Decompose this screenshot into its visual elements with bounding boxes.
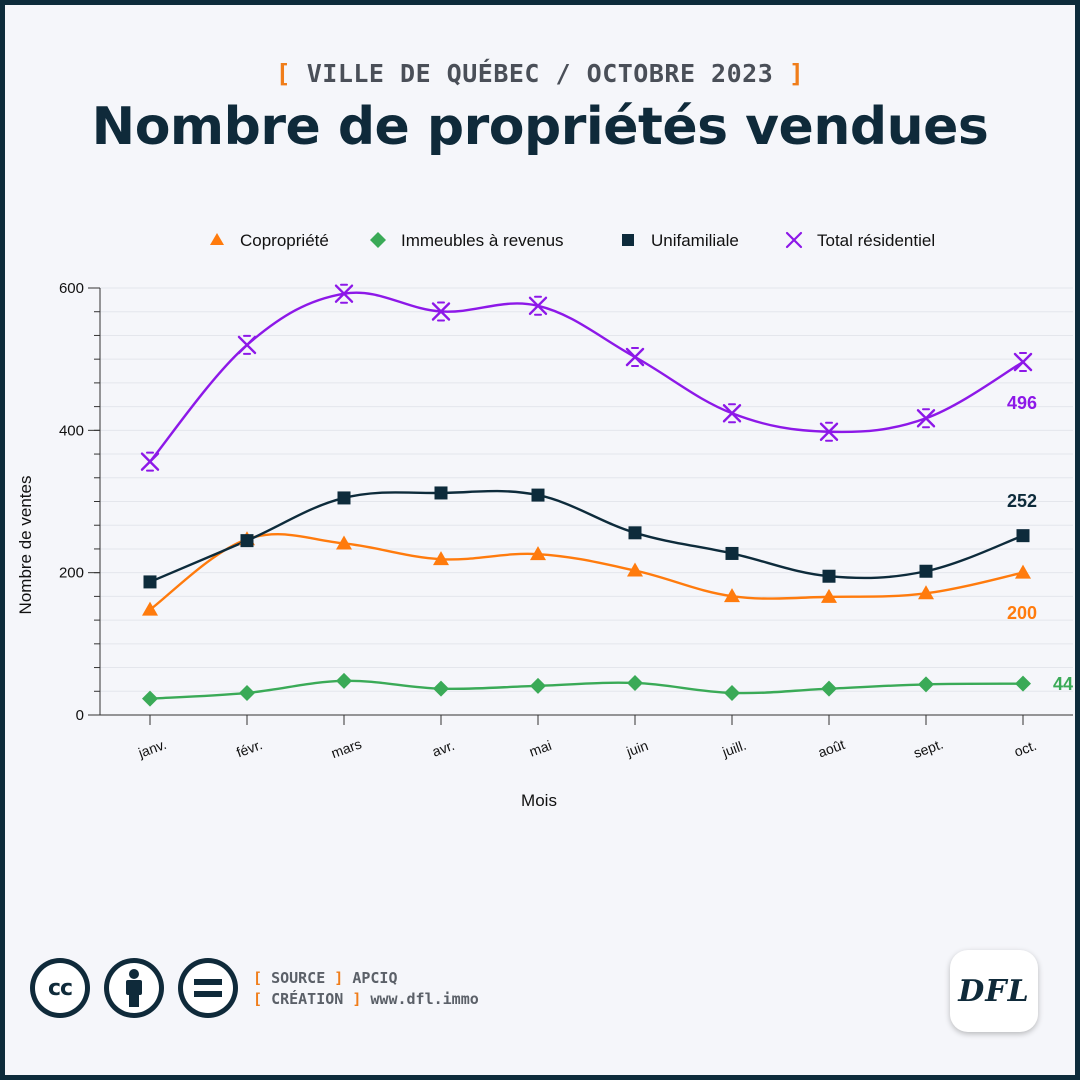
data-point-square xyxy=(531,488,545,502)
data-point-square xyxy=(240,534,254,548)
data-point-x-stroke xyxy=(528,296,548,315)
data-point-triangle xyxy=(918,585,934,600)
data-point-x xyxy=(819,421,839,442)
end-value-label: 200 xyxy=(1007,603,1037,623)
data-point-diamond xyxy=(239,684,255,701)
data-point-triangle xyxy=(1015,564,1031,579)
series-line xyxy=(149,291,1024,463)
page-subtitle: [ VILLE DE QUÉBEC / OCTOBRE 2023 ] xyxy=(275,59,805,88)
data-point-x-stroke xyxy=(140,452,160,471)
legend-marker xyxy=(210,233,224,245)
data-point-triangle xyxy=(821,588,837,603)
y-axis-label: Nombre de ventes xyxy=(16,476,35,615)
x-tick-label: sept. xyxy=(911,736,945,761)
data-point-diamond xyxy=(1015,675,1031,692)
y-tick-label: 200 xyxy=(59,565,84,582)
data-point-x-stroke xyxy=(334,284,354,303)
x-tick-label: mars xyxy=(329,735,364,761)
data-point-x-stroke xyxy=(1013,352,1033,372)
footer-creation: [ CRÉATION ] www.dfl.immo xyxy=(253,990,479,1008)
series-line xyxy=(149,679,1024,700)
y-tick-label: 0 xyxy=(76,707,84,724)
end-value-label: 252 xyxy=(1007,491,1037,511)
x-axis-label: Mois xyxy=(521,791,557,810)
data-point-diamond xyxy=(724,684,740,701)
end-value-label: 496 xyxy=(1007,393,1037,413)
legend-marker-stroke xyxy=(785,231,803,249)
x-tick-label: juin xyxy=(623,737,650,760)
data-point-x xyxy=(237,334,257,355)
by-icon xyxy=(104,958,164,1018)
end-value-label: 44 xyxy=(1053,674,1073,694)
data-point-x xyxy=(431,301,451,322)
data-point-x-stroke xyxy=(625,347,645,367)
legend-marker xyxy=(370,232,386,248)
legend-label: Immeubles à revenus xyxy=(401,231,564,250)
legend-marker xyxy=(785,231,803,249)
data-point-x xyxy=(334,283,354,304)
data-point-diamond xyxy=(530,677,546,694)
data-point-triangle xyxy=(530,546,546,561)
data-point-x xyxy=(625,347,645,368)
data-point-square xyxy=(1016,529,1030,543)
legend-label: Unifamiliale xyxy=(651,231,739,250)
x-tick-label: mai xyxy=(527,737,554,760)
data-point-x-stroke xyxy=(237,335,257,355)
infographic-card: [ VILLE DE QUÉBEC / OCTOBRE 2023 ] Nombr… xyxy=(5,5,1075,1075)
x-tick-label: août xyxy=(816,736,847,760)
dfl-logo: DFL xyxy=(950,950,1038,1032)
data-point-diamond xyxy=(336,672,352,689)
nd-icon xyxy=(178,958,238,1018)
x-tick-label: févr. xyxy=(234,736,264,760)
y-tick-label: 400 xyxy=(59,422,84,439)
x-tick-label: janv. xyxy=(135,736,168,761)
data-point-diamond xyxy=(142,690,158,707)
data-point-square xyxy=(628,526,642,540)
data-point-square xyxy=(822,569,836,583)
x-tick-label: oct. xyxy=(1012,737,1039,760)
y-tick-label: 600 xyxy=(59,280,84,297)
legend-marker xyxy=(622,234,634,246)
data-point-triangle xyxy=(627,562,643,577)
data-point-x xyxy=(916,408,936,429)
data-point-diamond xyxy=(627,674,643,691)
data-point-x-stroke xyxy=(431,302,451,321)
data-point-triangle xyxy=(142,601,158,616)
data-point-diamond xyxy=(918,676,934,693)
data-point-square xyxy=(434,486,448,500)
data-point-x-stroke xyxy=(916,409,936,428)
cc-icon: cc xyxy=(30,958,90,1018)
data-point-square xyxy=(725,546,739,560)
data-point-x xyxy=(528,295,548,316)
data-point-x-stroke xyxy=(819,422,839,441)
data-point-x-stroke xyxy=(722,404,742,423)
data-point-diamond xyxy=(433,680,449,697)
x-tick-label: juill. xyxy=(719,737,748,761)
footer-source: [ SOURCE ] APCIQ xyxy=(253,969,398,987)
data-point-triangle xyxy=(336,535,352,550)
page-title: Nombre de propriétés vendues xyxy=(91,97,989,157)
data-point-square xyxy=(143,575,157,589)
x-tick-label: avr. xyxy=(430,737,457,760)
data-point-triangle xyxy=(724,588,740,603)
data-point-square xyxy=(919,564,933,578)
data-point-x xyxy=(140,451,160,472)
data-point-x xyxy=(722,403,742,424)
legend-label: Total résidentiel xyxy=(817,231,935,250)
legend-label: Copropriété xyxy=(240,231,329,250)
data-point-diamond xyxy=(821,680,837,697)
series-line xyxy=(149,533,1024,611)
data-point-x xyxy=(1013,352,1033,373)
series-line xyxy=(149,489,1024,584)
data-point-triangle xyxy=(433,551,449,566)
line-chart: 0 200 400 600 janv. févr. mars avr. mai juin juill… xyxy=(16,231,1073,810)
data-point-square xyxy=(337,491,351,505)
